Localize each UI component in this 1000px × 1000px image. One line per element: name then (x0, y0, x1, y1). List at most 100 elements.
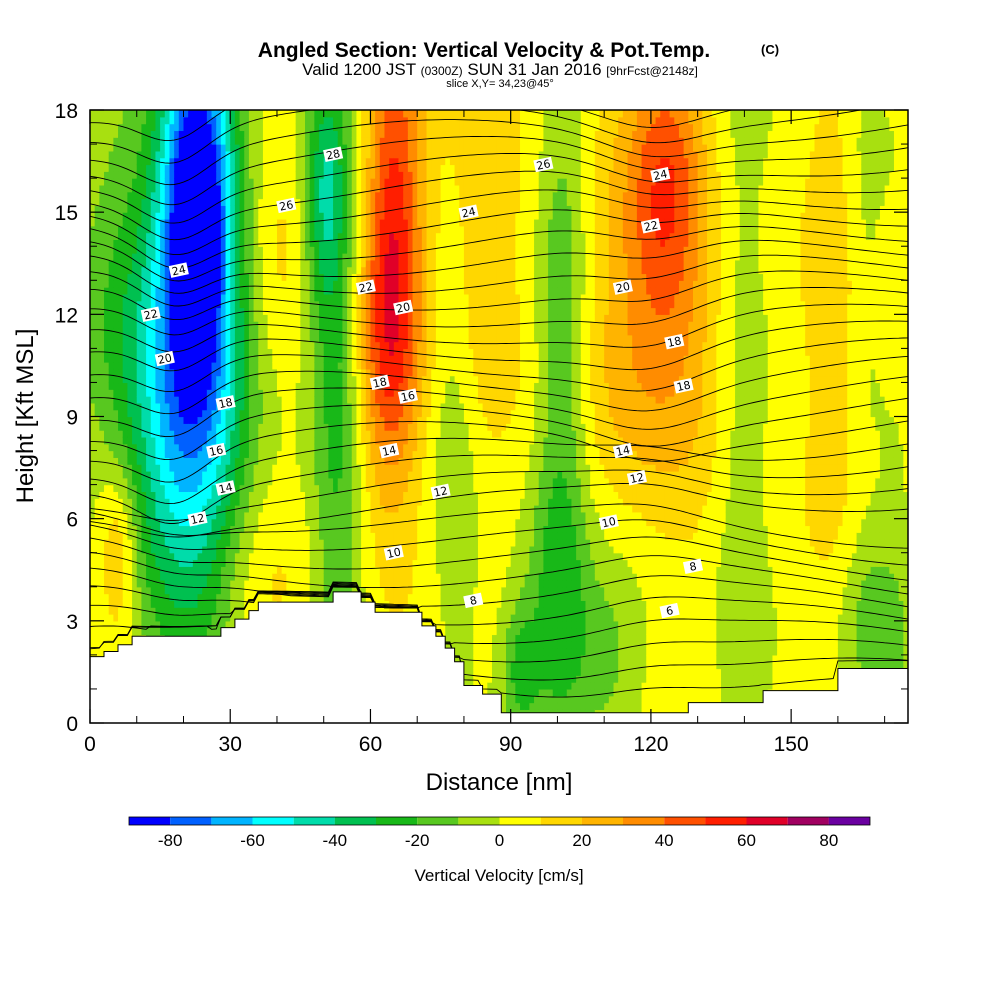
velocity-cell (249, 124, 254, 131)
velocity-cell (254, 471, 259, 478)
velocity-cell (141, 328, 146, 335)
velocity-cell (226, 199, 231, 206)
velocity-cell (258, 553, 263, 560)
velocity-cell (137, 178, 142, 185)
velocity-cell (146, 117, 151, 124)
velocity-cell (230, 457, 235, 464)
velocity-cell (207, 491, 212, 498)
velocity-cell (249, 219, 254, 226)
velocity-cell (113, 560, 118, 567)
velocity-cell (324, 137, 329, 144)
velocity-cell (179, 280, 184, 287)
velocity-cell (123, 437, 128, 444)
velocity-cell (212, 362, 217, 369)
velocity-cell (300, 512, 305, 519)
velocity-cell (95, 403, 100, 410)
velocity-cell (118, 403, 123, 410)
velocity-cell (230, 566, 235, 573)
velocity-cell (240, 471, 245, 478)
velocity-cell (277, 117, 282, 124)
velocity-cell (132, 226, 137, 233)
velocity-cell (90, 587, 95, 594)
velocity-cell (324, 417, 329, 424)
velocity-cell (146, 348, 151, 355)
velocity-cell (310, 389, 315, 396)
velocity-cell (169, 192, 174, 199)
velocity-cell (244, 451, 249, 458)
velocity-cell (310, 342, 315, 349)
velocity-cell (141, 355, 146, 362)
velocity-cell (319, 457, 324, 464)
velocity-cell (296, 532, 301, 539)
velocity-cell (305, 485, 310, 492)
velocity-cell (123, 457, 128, 464)
velocity-cell (109, 478, 114, 485)
velocity-cell (277, 423, 282, 430)
velocity-cell (188, 410, 193, 417)
velocity-cell (328, 512, 333, 519)
velocity-cell (226, 566, 231, 573)
velocity-cell (113, 457, 118, 464)
velocity-cell (137, 478, 142, 485)
velocity-cell (291, 124, 296, 131)
velocity-cell (109, 389, 114, 396)
velocity-cell (198, 199, 203, 206)
velocity-cell (216, 560, 221, 567)
velocity-cell (235, 498, 240, 505)
velocity-cell (286, 151, 291, 158)
velocity-cell (202, 219, 207, 226)
velocity-cell (207, 525, 212, 532)
velocity-cell (212, 246, 217, 253)
velocity-cell (151, 587, 156, 594)
velocity-cell (244, 444, 249, 451)
velocity-cell (272, 519, 277, 526)
velocity-cell (249, 192, 254, 199)
velocity-cell (249, 178, 254, 185)
velocity-cell (258, 491, 263, 498)
velocity-cell (118, 171, 123, 178)
velocity-cell (202, 124, 207, 131)
velocity-cell (160, 124, 165, 131)
velocity-cell (230, 594, 235, 601)
velocity-cell (333, 280, 338, 287)
velocity-cell (137, 199, 142, 206)
velocity-cell (207, 587, 212, 594)
velocity-cell (328, 117, 333, 124)
velocity-cell (258, 444, 263, 451)
velocity-cell (151, 130, 156, 137)
velocity-cell (90, 171, 95, 178)
velocity-cell (160, 171, 165, 178)
velocity-cell (99, 280, 104, 287)
velocity-cell (249, 539, 254, 546)
velocity-cell (272, 471, 277, 478)
velocity-cell (263, 539, 268, 546)
velocity-cell (263, 110, 268, 117)
velocity-cell (221, 192, 226, 199)
velocity-cell (254, 403, 259, 410)
velocity-cell (296, 573, 301, 580)
velocity-cell (268, 273, 273, 280)
velocity-cell (127, 117, 132, 124)
cross-section-chart: Angled Section: Vertical Velocity & Pot.… (0, 0, 1000, 1000)
velocity-cell (188, 478, 193, 485)
velocity-cell (132, 587, 137, 594)
velocity-cell (282, 573, 287, 580)
velocity-cell (314, 471, 319, 478)
velocity-cell (95, 321, 100, 328)
velocity-cell (104, 471, 109, 478)
velocity-cell (198, 539, 203, 546)
velocity-cell (188, 239, 193, 246)
velocity-cell (188, 566, 193, 573)
velocity-cell (123, 301, 128, 308)
velocity-cell (324, 444, 329, 451)
velocity-cell (277, 369, 282, 376)
velocity-cell (207, 192, 212, 199)
velocity-cell (155, 614, 160, 621)
velocity-cell (324, 396, 329, 403)
velocity-cell (324, 130, 329, 137)
velocity-cell (212, 539, 217, 546)
velocity-cell (258, 314, 263, 321)
velocity-cell (109, 199, 114, 206)
velocity-cell (268, 158, 273, 165)
velocity-cell (277, 471, 282, 478)
